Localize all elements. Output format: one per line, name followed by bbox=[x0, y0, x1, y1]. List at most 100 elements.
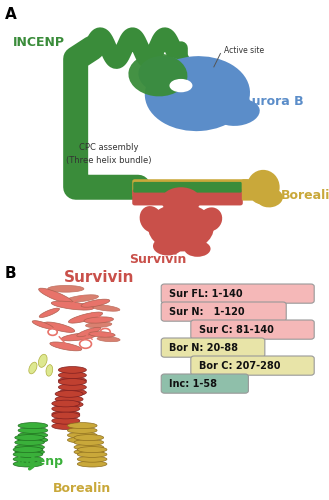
Ellipse shape bbox=[15, 449, 44, 455]
Ellipse shape bbox=[77, 452, 107, 458]
Ellipse shape bbox=[18, 428, 48, 434]
Text: INCENP: INCENP bbox=[13, 36, 65, 50]
Ellipse shape bbox=[214, 99, 260, 126]
Text: Sur C: 81-140: Sur C: 81-140 bbox=[199, 324, 274, 334]
Ellipse shape bbox=[52, 422, 80, 430]
FancyBboxPatch shape bbox=[242, 179, 253, 201]
Ellipse shape bbox=[29, 362, 37, 374]
FancyBboxPatch shape bbox=[133, 182, 242, 192]
Ellipse shape bbox=[59, 389, 86, 396]
Ellipse shape bbox=[77, 446, 107, 452]
Ellipse shape bbox=[59, 377, 86, 384]
Text: Sur N:   1-120: Sur N: 1-120 bbox=[169, 306, 245, 316]
Ellipse shape bbox=[52, 418, 80, 424]
Ellipse shape bbox=[74, 440, 104, 446]
Ellipse shape bbox=[148, 204, 214, 252]
Ellipse shape bbox=[32, 320, 53, 329]
Ellipse shape bbox=[52, 406, 80, 412]
Text: Borealin: Borealin bbox=[281, 189, 329, 202]
Ellipse shape bbox=[13, 456, 43, 462]
Ellipse shape bbox=[161, 187, 201, 214]
Ellipse shape bbox=[67, 422, 97, 428]
Ellipse shape bbox=[15, 444, 44, 450]
Ellipse shape bbox=[91, 305, 120, 311]
Ellipse shape bbox=[84, 317, 114, 323]
Ellipse shape bbox=[38, 288, 73, 304]
Ellipse shape bbox=[13, 446, 43, 452]
Ellipse shape bbox=[199, 208, 222, 232]
Ellipse shape bbox=[74, 444, 104, 450]
Ellipse shape bbox=[44, 322, 75, 332]
FancyBboxPatch shape bbox=[132, 189, 243, 206]
Text: Survivin: Survivin bbox=[63, 270, 134, 284]
Ellipse shape bbox=[48, 286, 84, 292]
Ellipse shape bbox=[18, 437, 48, 443]
Ellipse shape bbox=[18, 422, 48, 428]
Ellipse shape bbox=[59, 384, 86, 390]
Ellipse shape bbox=[68, 312, 103, 323]
Ellipse shape bbox=[46, 364, 53, 376]
Text: Bor C: 207-280: Bor C: 207-280 bbox=[199, 360, 281, 370]
Ellipse shape bbox=[59, 372, 86, 378]
Ellipse shape bbox=[52, 412, 80, 419]
FancyBboxPatch shape bbox=[191, 320, 314, 339]
Ellipse shape bbox=[139, 206, 163, 233]
Ellipse shape bbox=[67, 437, 97, 443]
Ellipse shape bbox=[13, 452, 43, 458]
Text: (Three helix bundle): (Three helix bundle) bbox=[66, 156, 151, 165]
Ellipse shape bbox=[145, 56, 250, 131]
FancyBboxPatch shape bbox=[161, 374, 248, 393]
Ellipse shape bbox=[153, 236, 183, 256]
Text: B: B bbox=[5, 266, 16, 281]
Ellipse shape bbox=[81, 299, 110, 307]
Ellipse shape bbox=[38, 354, 47, 368]
Ellipse shape bbox=[74, 449, 104, 455]
Ellipse shape bbox=[74, 434, 104, 440]
Ellipse shape bbox=[77, 456, 107, 462]
Ellipse shape bbox=[39, 308, 60, 318]
Ellipse shape bbox=[50, 342, 82, 351]
Ellipse shape bbox=[257, 188, 283, 208]
Text: Incenp: Incenp bbox=[16, 455, 63, 468]
Text: Sur FL: 1-140: Sur FL: 1-140 bbox=[169, 288, 243, 298]
Ellipse shape bbox=[67, 432, 97, 438]
Ellipse shape bbox=[66, 295, 98, 302]
Ellipse shape bbox=[59, 378, 86, 386]
Ellipse shape bbox=[89, 332, 115, 337]
Ellipse shape bbox=[61, 333, 97, 341]
Ellipse shape bbox=[52, 410, 80, 418]
Ellipse shape bbox=[184, 241, 211, 257]
Text: Inc: 1-58: Inc: 1-58 bbox=[169, 378, 217, 388]
Ellipse shape bbox=[55, 396, 83, 402]
Text: Survivin: Survivin bbox=[129, 253, 187, 266]
Text: A: A bbox=[5, 6, 17, 22]
Ellipse shape bbox=[55, 390, 83, 398]
Ellipse shape bbox=[77, 461, 107, 467]
Ellipse shape bbox=[18, 432, 48, 438]
FancyBboxPatch shape bbox=[191, 356, 314, 375]
Ellipse shape bbox=[139, 56, 190, 94]
Ellipse shape bbox=[86, 322, 112, 328]
Ellipse shape bbox=[15, 434, 44, 440]
FancyBboxPatch shape bbox=[161, 338, 265, 357]
Ellipse shape bbox=[55, 401, 83, 408]
Ellipse shape bbox=[51, 301, 93, 310]
Ellipse shape bbox=[59, 366, 86, 374]
Ellipse shape bbox=[169, 79, 192, 92]
Ellipse shape bbox=[128, 54, 188, 96]
Ellipse shape bbox=[77, 328, 101, 336]
Text: Bor N: 20-88: Bor N: 20-88 bbox=[169, 342, 239, 352]
Ellipse shape bbox=[15, 440, 44, 446]
Ellipse shape bbox=[97, 336, 120, 342]
FancyBboxPatch shape bbox=[161, 302, 286, 321]
Ellipse shape bbox=[67, 428, 97, 434]
Ellipse shape bbox=[52, 400, 80, 407]
Text: Aurora B: Aurora B bbox=[242, 95, 303, 108]
Ellipse shape bbox=[13, 461, 43, 467]
Text: Active site: Active site bbox=[224, 46, 264, 56]
Text: CPC assembly: CPC assembly bbox=[79, 142, 138, 152]
Text: Borealin: Borealin bbox=[53, 482, 112, 494]
FancyBboxPatch shape bbox=[132, 179, 249, 198]
Ellipse shape bbox=[247, 170, 280, 204]
FancyBboxPatch shape bbox=[161, 284, 314, 303]
